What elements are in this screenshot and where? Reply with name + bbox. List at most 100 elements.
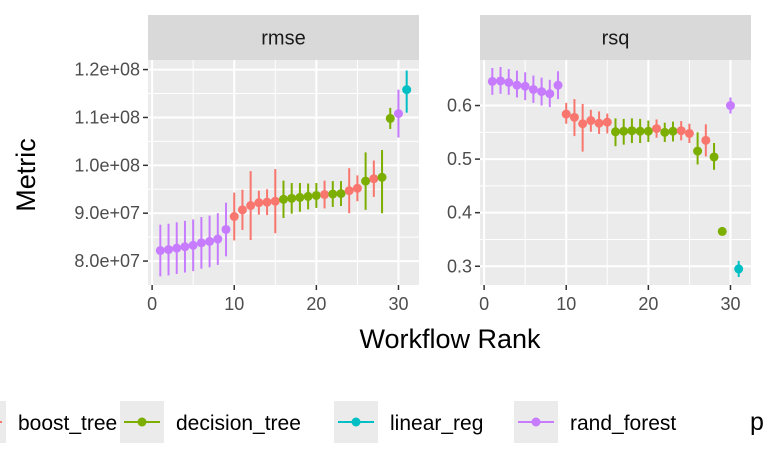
- data-point: [725, 101, 735, 111]
- data-point: [254, 198, 264, 208]
- y-tick-label: 0.4: [447, 203, 472, 223]
- data-point: [734, 264, 744, 274]
- data-point: [279, 194, 288, 204]
- data-point: [553, 80, 563, 90]
- legend-key: [0, 401, 6, 443]
- data-point: [660, 127, 670, 137]
- data-point: [652, 124, 662, 134]
- y-tick-label: 0.5: [447, 149, 472, 169]
- x-tick-label: 30: [720, 294, 740, 314]
- x-tick-label: 20: [638, 294, 658, 314]
- data-point: [213, 234, 223, 244]
- strip-rsq: [480, 15, 751, 60]
- y-axis-title: Metric: [11, 138, 41, 212]
- data-point: [537, 87, 547, 97]
- data-point: [246, 201, 256, 211]
- data-point: [528, 84, 538, 94]
- x-tick-label: 20: [306, 294, 326, 314]
- data-point: [164, 245, 174, 255]
- data-point: [377, 172, 387, 182]
- data-point: [287, 193, 297, 203]
- data-point: [262, 197, 272, 207]
- data-point: [717, 226, 727, 236]
- data-point: [393, 109, 403, 119]
- data-point: [684, 128, 694, 138]
- legend-item: p: [750, 408, 764, 436]
- strip-label: rsq: [602, 28, 630, 50]
- x-axis-title: Workflow Rank: [359, 324, 541, 354]
- data-point: [611, 127, 620, 137]
- legend-point: [351, 417, 361, 427]
- panel-rsq: rsq 0 10 20 30 0.3 0.4 0.5 0.6: [447, 15, 751, 314]
- legend-label: linear_reg: [390, 412, 483, 435]
- panel-background: [480, 60, 751, 285]
- data-point: [180, 242, 190, 252]
- data-point: [561, 109, 571, 119]
- data-point: [336, 189, 346, 199]
- y-tick-label: 8.0e+07: [74, 251, 140, 271]
- data-point: [229, 212, 239, 222]
- data-point: [504, 78, 514, 87]
- data-point: [172, 243, 182, 253]
- data-point: [402, 85, 412, 95]
- panels-layer: rmse 0 10 20 30 8.0e+07 9.0e+07 1.0e+08 1.1e+08 1…: [74, 15, 751, 314]
- legend-point: [137, 417, 147, 427]
- data-point: [361, 176, 371, 186]
- data-point: [369, 174, 379, 184]
- data-point: [303, 191, 313, 201]
- y-tick-label: 9.0e+07: [74, 203, 140, 223]
- data-point: [676, 126, 686, 136]
- data-point: [643, 126, 653, 136]
- data-point: [496, 76, 506, 86]
- data-point: [586, 116, 596, 126]
- data-point: [221, 224, 231, 234]
- panel-rmse: rmse 0 10 20 30 8.0e+07 9.0e+07 1.0e+08 1.1e+08 1…: [74, 15, 419, 314]
- data-point: [627, 126, 637, 136]
- strip-label: rmse: [261, 28, 305, 50]
- data-point: [701, 135, 711, 145]
- data-point: [352, 183, 362, 193]
- data-point: [619, 126, 629, 136]
- data-point: [487, 76, 497, 86]
- y-tick-label: 1.2e+08: [74, 60, 140, 80]
- data-point: [320, 190, 330, 200]
- legend-label: decision_tree: [176, 412, 301, 435]
- data-point: [196, 238, 206, 248]
- y-tick-label: 0.6: [447, 96, 472, 116]
- data-point: [693, 146, 703, 156]
- data-point: [668, 126, 678, 136]
- x-tick-label: 30: [388, 294, 408, 314]
- legend-item: decision_tree: [120, 401, 301, 443]
- x-tick-label: 10: [556, 294, 576, 314]
- legend-item: boost_tree: [0, 401, 117, 443]
- legend-point: [531, 417, 541, 427]
- data-point: [385, 113, 395, 123]
- legend-title: p: [750, 408, 764, 436]
- data-point: [545, 89, 555, 99]
- y-tick-label: 0.3: [447, 256, 472, 276]
- data-point: [709, 152, 719, 162]
- strip-rmse: [148, 15, 419, 60]
- legend-item: linear_reg: [334, 401, 483, 443]
- y-tick-label: 1.1e+08: [74, 107, 140, 127]
- y-tick-label: 1.0e+08: [74, 155, 140, 175]
- data-point: [295, 192, 305, 202]
- legend: boost_tree decision_tree linear_reg rand_fo…: [0, 401, 764, 443]
- x-tick-label: 0: [147, 294, 157, 314]
- data-point: [237, 205, 247, 215]
- legend-item: rand_forest: [514, 401, 676, 443]
- data-point: [344, 186, 354, 196]
- data-point: [188, 240, 198, 250]
- data-point: [569, 112, 579, 122]
- data-point: [205, 236, 215, 246]
- x-tick-label: 0: [479, 294, 489, 314]
- data-point: [578, 119, 588, 129]
- data-point: [520, 81, 530, 91]
- data-point: [512, 80, 522, 90]
- data-point: [270, 196, 280, 206]
- legend-label: rand_forest: [570, 412, 676, 435]
- data-point: [328, 189, 338, 199]
- x-tick-label: 10: [224, 294, 244, 314]
- legend-label: boost_tree: [18, 412, 117, 435]
